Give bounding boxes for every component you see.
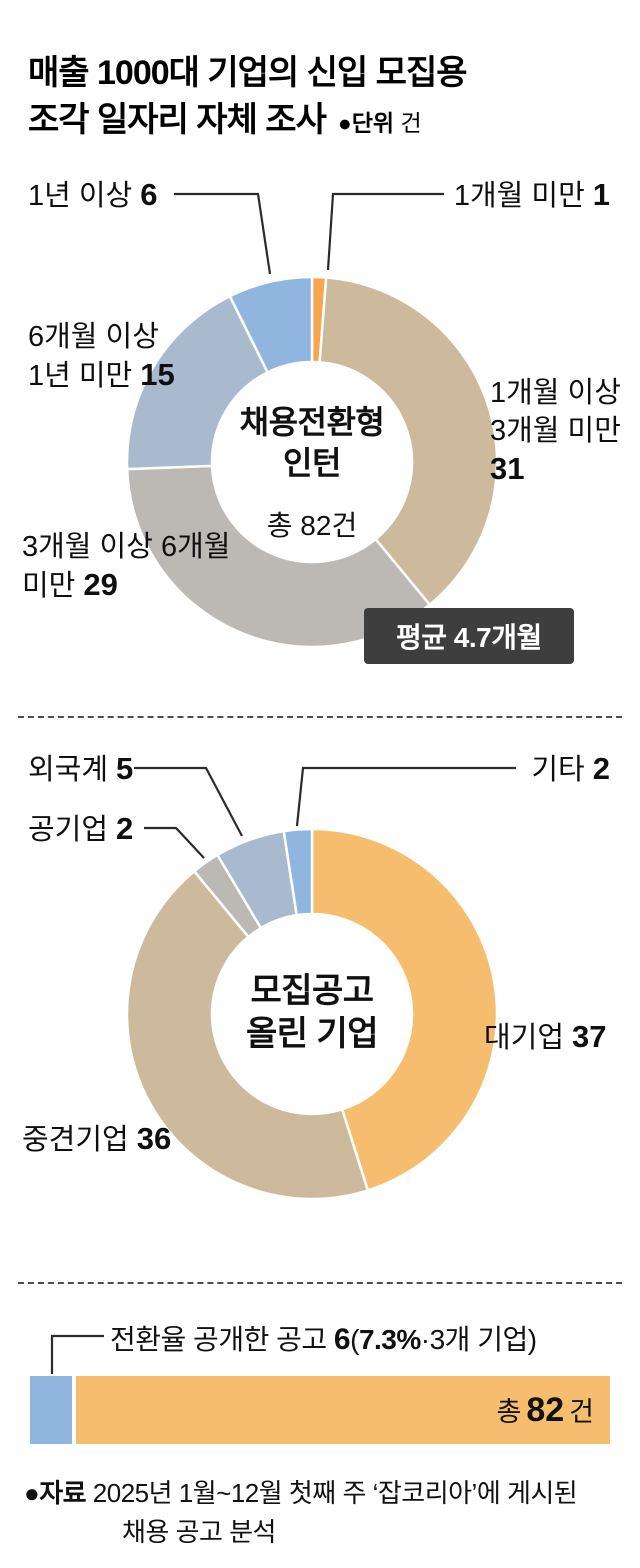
dashed-divider: [18, 1282, 622, 1284]
label-value: 5: [116, 751, 134, 786]
average-duration-badge: 평균 4.7개월: [364, 608, 574, 664]
title-line-2-text: 조각 일자리 자체 조사: [28, 101, 327, 139]
annotation-paren-open: (: [350, 1324, 359, 1355]
label-value: 37: [572, 1019, 607, 1054]
donut-segment-1-to-3-months: [318, 276, 499, 607]
chart2-leader-lines: [134, 766, 516, 859]
bar-leader-line: [50, 1334, 104, 1374]
leader-disclosed-segment: [50, 1334, 104, 1374]
internship-duration-chart: 1년 이상 6 1개월 미만 1 6개월 이상 1년 미만 15 1개월 이상 3개월…: [0, 162, 640, 717]
label-value: 29: [83, 567, 118, 602]
label-text: 1개월 미만: [453, 180, 585, 212]
chart2-center-label: 모집공고 올린 기업: [162, 970, 462, 1056]
label-text: 대기업: [484, 1022, 565, 1054]
label-text: 기타: [531, 754, 585, 786]
label-public-company: 공기업 2: [28, 810, 133, 849]
label-text: 공기업: [28, 814, 109, 846]
bar-total-suffix: 건: [569, 1397, 594, 1427]
posting-company-chart: 외국계 5 공기업 2 기타 2 대기업 37 중견기업 36 모집공고 올린 기업: [0, 742, 640, 1282]
unit-note: ●단위 건: [338, 110, 422, 136]
label-foreign-company: 외국계 5: [28, 750, 133, 789]
source-line-2: 채용 공고 분석: [122, 1517, 276, 1547]
label-text: 6개월 이상 1년 미만: [28, 321, 159, 392]
chart1-total: 총 82건: [266, 510, 358, 541]
label-other-company: 기타 2: [531, 750, 610, 789]
chart1-leader-lines: [174, 192, 444, 275]
label-value: 2: [116, 811, 134, 846]
bar-annotation: 전환율 공개한 공고 6(7.3%·3개 기업): [110, 1318, 537, 1358]
bar-segment-disclosed: [30, 1376, 73, 1444]
bar-segment-rest: 총 82 건: [76, 1376, 610, 1444]
leader-other-company: [295, 766, 516, 827]
label-text: 1년 이상: [28, 180, 133, 212]
source-text: 2025년 1월~12월 첫째 주 ‘잡코리아’에 게시된: [86, 1478, 578, 1508]
source-line-1: ●자료 2025년 1월~12월 첫째 주 ‘잡코리아’에 게시된: [24, 1474, 624, 1513]
label-value: 36: [136, 1121, 172, 1156]
label-text: 중견기업: [22, 1124, 129, 1156]
source-note: ●자료 2025년 1월~12월 첫째 주 ‘잡코리아’에 게시된 채용 공고 …: [24, 1474, 624, 1552]
source-label: ●자료: [24, 1478, 87, 1508]
total-bar-chart: 총 82 건: [30, 1376, 610, 1444]
chart1-center-label: 채용전환형 인턴 총 82건: [162, 402, 462, 544]
donut-segment-over-1-year: [228, 275, 314, 375]
chart2-title-line-1: 모집공고: [250, 972, 374, 1010]
title-line-1: 매출 1000대 기업의 신입 모집용: [28, 54, 468, 92]
label-value: 6: [140, 177, 158, 212]
label-under-1-month: 1개월 미만 1: [454, 176, 610, 215]
leader-under-1-month: [326, 192, 444, 271]
dashed-divider: [18, 716, 622, 718]
leader-over-1-year: [174, 192, 272, 275]
bar-total-value: 82: [526, 1391, 565, 1429]
label-1-to-3-months: 1개월 이상 3개월 미만 31: [490, 374, 640, 488]
donut-segment-mid-size-company: [125, 869, 370, 1201]
annotation-label: 전환율 공개한 공고: [110, 1324, 334, 1355]
internship-duration-donut: [125, 192, 499, 649]
bar-total-prefix: 총: [496, 1397, 522, 1427]
label-over-1-year: 1년 이상 6: [28, 176, 157, 215]
donut-segment-3-to-6-months: [125, 464, 432, 649]
donut-segment-6-to-12-months: [125, 294, 270, 471]
page-title: 매출 1000대 기업의 신입 모집용 조각 일자리 자체 조사 ●단위 건: [28, 50, 468, 147]
label-text: 외국계: [28, 754, 109, 786]
label-mid-size-company: 중견기업 36: [22, 1120, 171, 1159]
label-value: 31: [490, 451, 525, 486]
donut-segment-large-company: [310, 827, 499, 1192]
leader-public-company: [144, 826, 205, 859]
label-text: 3개월 이상 6개월 미만: [22, 531, 231, 602]
label-6-to-12-months: 6개월 이상 1년 미만 15: [28, 318, 193, 395]
unit-value: 건: [400, 110, 422, 136]
label-value: 2: [592, 751, 610, 786]
unit-label: ●단위: [337, 110, 395, 136]
donut-segment-other-company: [282, 827, 314, 917]
chart1-title: 채용전환형 인턴: [239, 404, 385, 481]
label-3-to-6-months: 3개월 이상 6개월 미만 29: [22, 528, 237, 605]
annotation-value: 6: [333, 1323, 351, 1356]
annotation-paren-rest: ·3개 기업): [420, 1324, 537, 1355]
leader-foreign-company: [134, 766, 243, 837]
annotation-percent: 7.3%: [358, 1324, 421, 1355]
conversion-rate-section: 전환율 공개한 공고 6(7.3%·3개 기업) 총 82 건: [0, 1298, 640, 1468]
title-line-2: 조각 일자리 자체 조사 ●단위 건: [28, 97, 467, 147]
label-text: 1개월 이상 3개월 미만: [490, 377, 621, 447]
posting-company-donut: [125, 766, 516, 1201]
label-value: 15: [140, 357, 175, 392]
label-value: 1: [592, 177, 610, 212]
bar-total-label: 총 82 건: [496, 1390, 594, 1430]
label-large-company: 대기업 37: [484, 1018, 607, 1057]
chart2-title-line-2: 올린 기업: [245, 1015, 379, 1053]
